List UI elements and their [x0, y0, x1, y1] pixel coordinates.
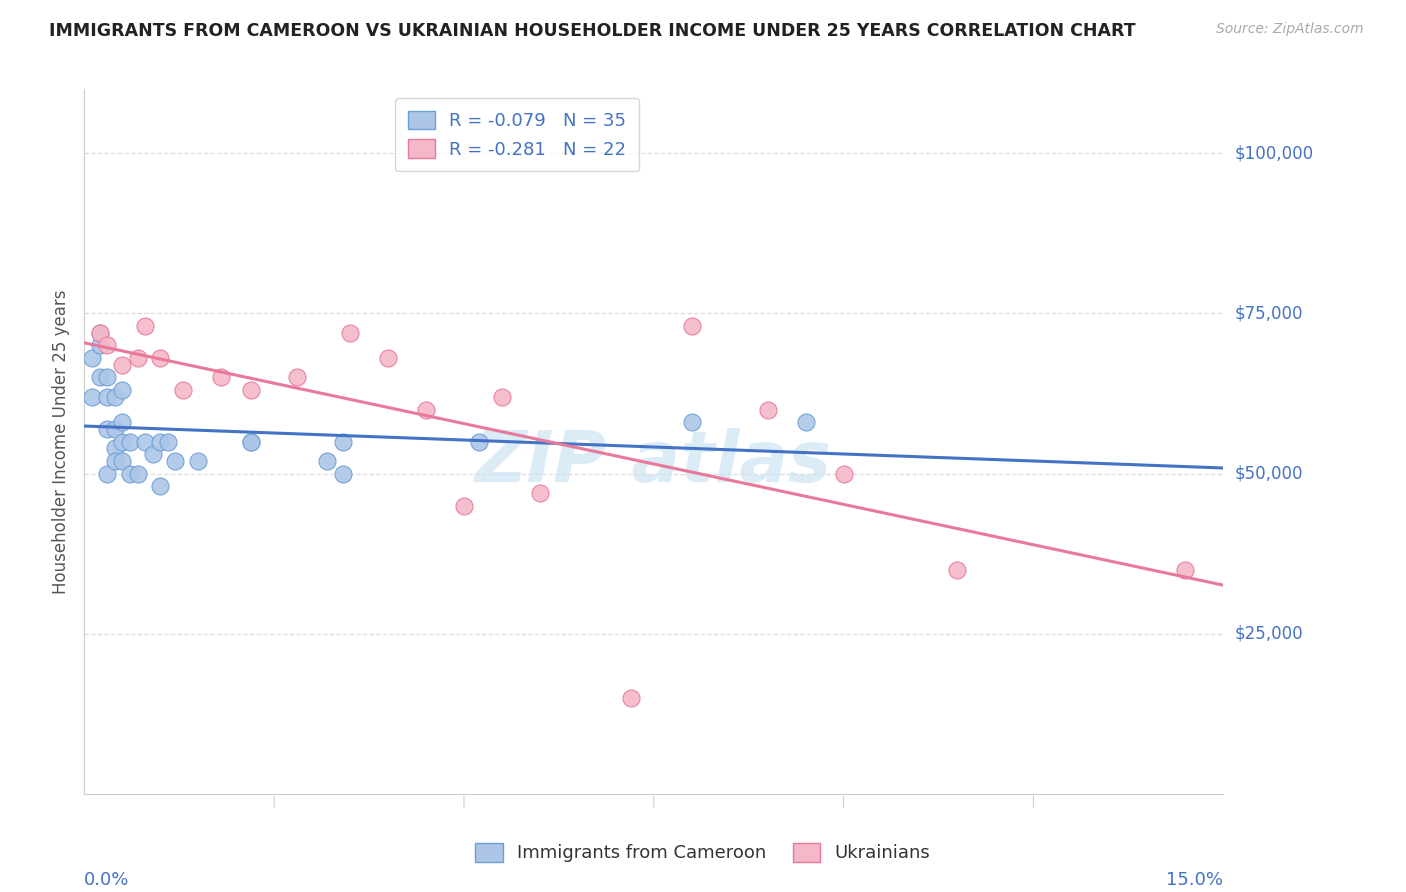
Text: $25,000: $25,000	[1234, 624, 1303, 643]
Point	[111, 415, 134, 429]
Point	[96, 390, 118, 404]
Text: $75,000: $75,000	[1234, 304, 1303, 322]
Point	[118, 467, 141, 481]
Point	[111, 434, 134, 449]
Point	[89, 326, 111, 340]
Point	[80, 390, 103, 404]
Y-axis label: Householder Income Under 25 years: Householder Income Under 25 years	[52, 289, 70, 594]
Legend: Immigrants from Cameroon, Ukrainians: Immigrants from Cameroon, Ukrainians	[468, 836, 938, 870]
Point	[104, 422, 127, 436]
Point	[134, 319, 156, 334]
Point	[832, 467, 855, 481]
Legend: R = -0.079   N = 35, R = -0.281   N = 22: R = -0.079 N = 35, R = -0.281 N = 22	[395, 98, 640, 171]
Text: IMMIGRANTS FROM CAMEROON VS UKRAINIAN HOUSEHOLDER INCOME UNDER 25 YEARS CORRELAT: IMMIGRANTS FROM CAMEROON VS UKRAINIAN HO…	[49, 22, 1136, 40]
Point	[104, 454, 127, 468]
Point	[468, 434, 491, 449]
Point	[96, 467, 118, 481]
Point	[80, 351, 103, 366]
Point	[756, 402, 779, 417]
Point	[681, 415, 703, 429]
Point	[89, 326, 111, 340]
Point	[1174, 563, 1197, 577]
Point	[127, 467, 149, 481]
Point	[149, 434, 172, 449]
Point	[332, 434, 354, 449]
Point	[681, 319, 703, 334]
Point	[332, 467, 354, 481]
Point	[187, 454, 209, 468]
Text: 0.0%: 0.0%	[84, 871, 129, 888]
Point	[104, 390, 127, 404]
Text: $100,000: $100,000	[1234, 145, 1313, 162]
Point	[111, 358, 134, 372]
Point	[285, 370, 308, 384]
Point	[165, 454, 187, 468]
Point	[96, 338, 118, 352]
Point	[149, 351, 172, 366]
Point	[240, 384, 263, 398]
Point	[209, 370, 232, 384]
Point	[89, 370, 111, 384]
Point	[96, 370, 118, 384]
Point	[240, 434, 263, 449]
Point	[149, 479, 172, 493]
Text: $50,000: $50,000	[1234, 465, 1303, 483]
Point	[453, 499, 475, 513]
Point	[377, 351, 399, 366]
Point	[339, 326, 361, 340]
Point	[946, 563, 969, 577]
Text: 15.0%: 15.0%	[1166, 871, 1223, 888]
Point	[794, 415, 817, 429]
Point	[240, 434, 263, 449]
Point	[118, 434, 141, 449]
Point	[415, 402, 437, 417]
Point	[172, 384, 194, 398]
Point	[620, 690, 643, 705]
Point	[96, 422, 118, 436]
Point	[142, 447, 165, 461]
Point	[111, 454, 134, 468]
Point	[316, 454, 339, 468]
Point	[104, 441, 127, 455]
Point	[111, 384, 134, 398]
Point	[529, 485, 551, 500]
Text: Source: ZipAtlas.com: Source: ZipAtlas.com	[1216, 22, 1364, 37]
Point	[491, 390, 513, 404]
Point	[89, 338, 111, 352]
Point	[156, 434, 179, 449]
Text: ZIP atlas: ZIP atlas	[475, 428, 832, 497]
Point	[127, 351, 149, 366]
Point	[134, 434, 156, 449]
